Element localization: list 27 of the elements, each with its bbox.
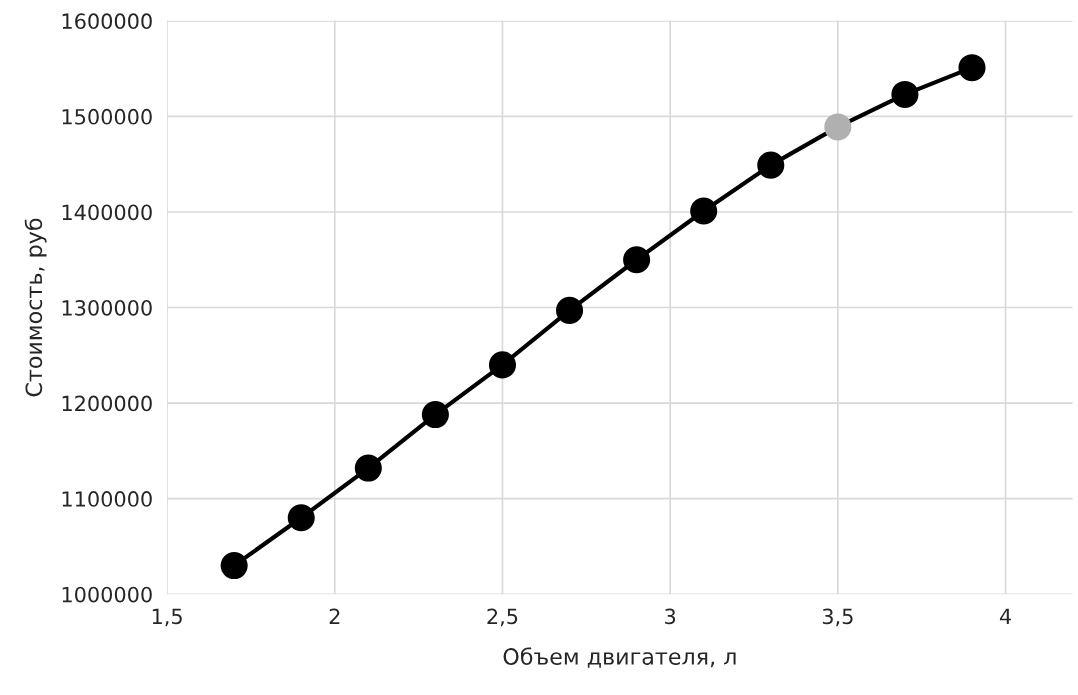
y-tick-label: 1300000 bbox=[62, 299, 152, 316]
y-tick-label: 1500000 bbox=[62, 108, 152, 125]
y-tick-label: 1600000 bbox=[62, 13, 152, 30]
point bbox=[623, 246, 651, 274]
point bbox=[757, 151, 785, 179]
y-tick-label: 1000000 bbox=[62, 586, 152, 603]
point bbox=[958, 54, 986, 82]
point bbox=[488, 351, 517, 379]
x-tick-label: 3,5 bbox=[822, 608, 853, 627]
y-tick-label: 1200000 bbox=[62, 395, 152, 412]
point bbox=[287, 504, 315, 532]
x-tick-label: 1,5 bbox=[152, 608, 182, 627]
x-tick-label: 3 bbox=[665, 608, 676, 625]
point bbox=[421, 401, 449, 429]
y-axis-title: Стоимость, руб bbox=[24, 218, 47, 397]
x-tick-label: 2 bbox=[329, 608, 340, 624]
point bbox=[354, 454, 382, 482]
point bbox=[556, 296, 584, 324]
x-tick-label: 2,5 bbox=[487, 608, 518, 627]
y-tick-label: 1100000 bbox=[62, 491, 152, 507]
x-axis-title: Объем двигателя, л bbox=[503, 647, 736, 668]
x-tick-label: 4 bbox=[999, 608, 1011, 624]
point bbox=[824, 113, 852, 141]
point bbox=[220, 552, 248, 580]
y-tick-label: 1400000 bbox=[62, 204, 152, 221]
point bbox=[690, 197, 718, 225]
point bbox=[891, 80, 919, 108]
